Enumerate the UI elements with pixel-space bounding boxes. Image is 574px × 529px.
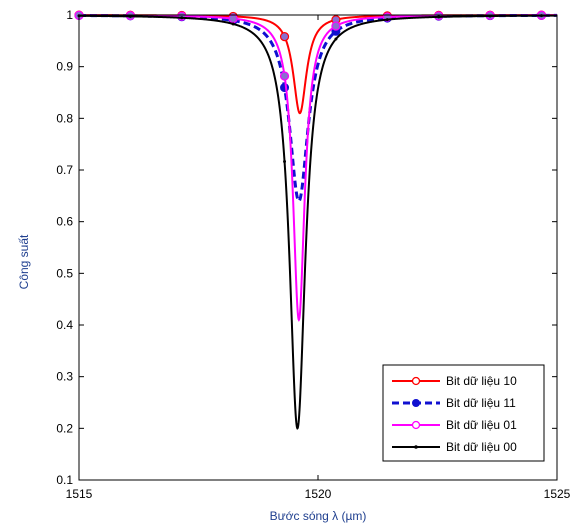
legend: Bit dữ liệu 10 Bit dữ liệu 11 Bit dữ liệu … bbox=[382, 364, 545, 462]
series-marker bbox=[228, 13, 238, 24]
y-tick-label: 0.1 bbox=[56, 473, 73, 487]
series-marker bbox=[385, 18, 389, 22]
y-tick-label: 0.3 bbox=[56, 370, 73, 384]
series-marker bbox=[231, 22, 235, 26]
x-tick-label: 1515 bbox=[66, 487, 93, 501]
legend-marker bbox=[412, 399, 420, 407]
legend-label: Bit dữ liệu 10 bbox=[446, 374, 517, 388]
legend-item-2: Bit dữ liệu 01 bbox=[392, 418, 517, 432]
legend-marker bbox=[414, 445, 418, 449]
y-tick-label: 0.6 bbox=[56, 215, 73, 229]
ticks-layer: 0.1 0.2 0.3 0.4 0.5 0.6 0.7 0.8 0.9 1 1515 1520 1525 bbox=[56, 8, 570, 501]
legend-label: Bit dữ liệu 00 bbox=[446, 440, 517, 454]
legend-item-0: Bit dữ liệu 10 bbox=[392, 374, 517, 388]
series-marker bbox=[334, 37, 338, 41]
series-marker bbox=[331, 21, 341, 31]
series-marker bbox=[279, 32, 290, 42]
y-tick-label: 0.7 bbox=[56, 163, 73, 177]
x-tick-label: 1525 bbox=[544, 487, 571, 501]
series-3 bbox=[77, 14, 557, 430]
series-marker bbox=[437, 15, 441, 19]
y-tick-label: 1 bbox=[66, 8, 73, 22]
series-marker bbox=[279, 71, 290, 81]
series-marker bbox=[180, 16, 184, 20]
legend-label: Bit dữ liệu 11 bbox=[446, 396, 516, 410]
legend-items: Bit dữ liệu 10 Bit dữ liệu 11 Bit dữ liệu … bbox=[392, 374, 517, 454]
legend-marker bbox=[411, 376, 421, 386]
legend-label: Bit dữ liệu 01 bbox=[446, 418, 517, 432]
legend-marker bbox=[411, 420, 421, 430]
y-tick-label: 0.2 bbox=[56, 421, 73, 435]
series-marker bbox=[283, 159, 287, 163]
series-line-3 bbox=[79, 14, 557, 430]
legend-item-3: Bit dữ liệu 00 bbox=[392, 440, 517, 454]
y-tick-label: 0.5 bbox=[56, 266, 73, 280]
y-tick-label: 0.4 bbox=[56, 318, 73, 332]
y-tick-label: 0.8 bbox=[56, 111, 73, 125]
x-axis-title: Bước sóng λ (µm) bbox=[270, 509, 367, 523]
x-tick-label: 1520 bbox=[305, 487, 332, 501]
y-axis-title: Công suất bbox=[17, 234, 31, 289]
legend-item-1: Bit dữ liệu 11 bbox=[392, 396, 516, 410]
series-marker bbox=[128, 14, 132, 18]
y-tick-label: 0.9 bbox=[56, 60, 73, 74]
